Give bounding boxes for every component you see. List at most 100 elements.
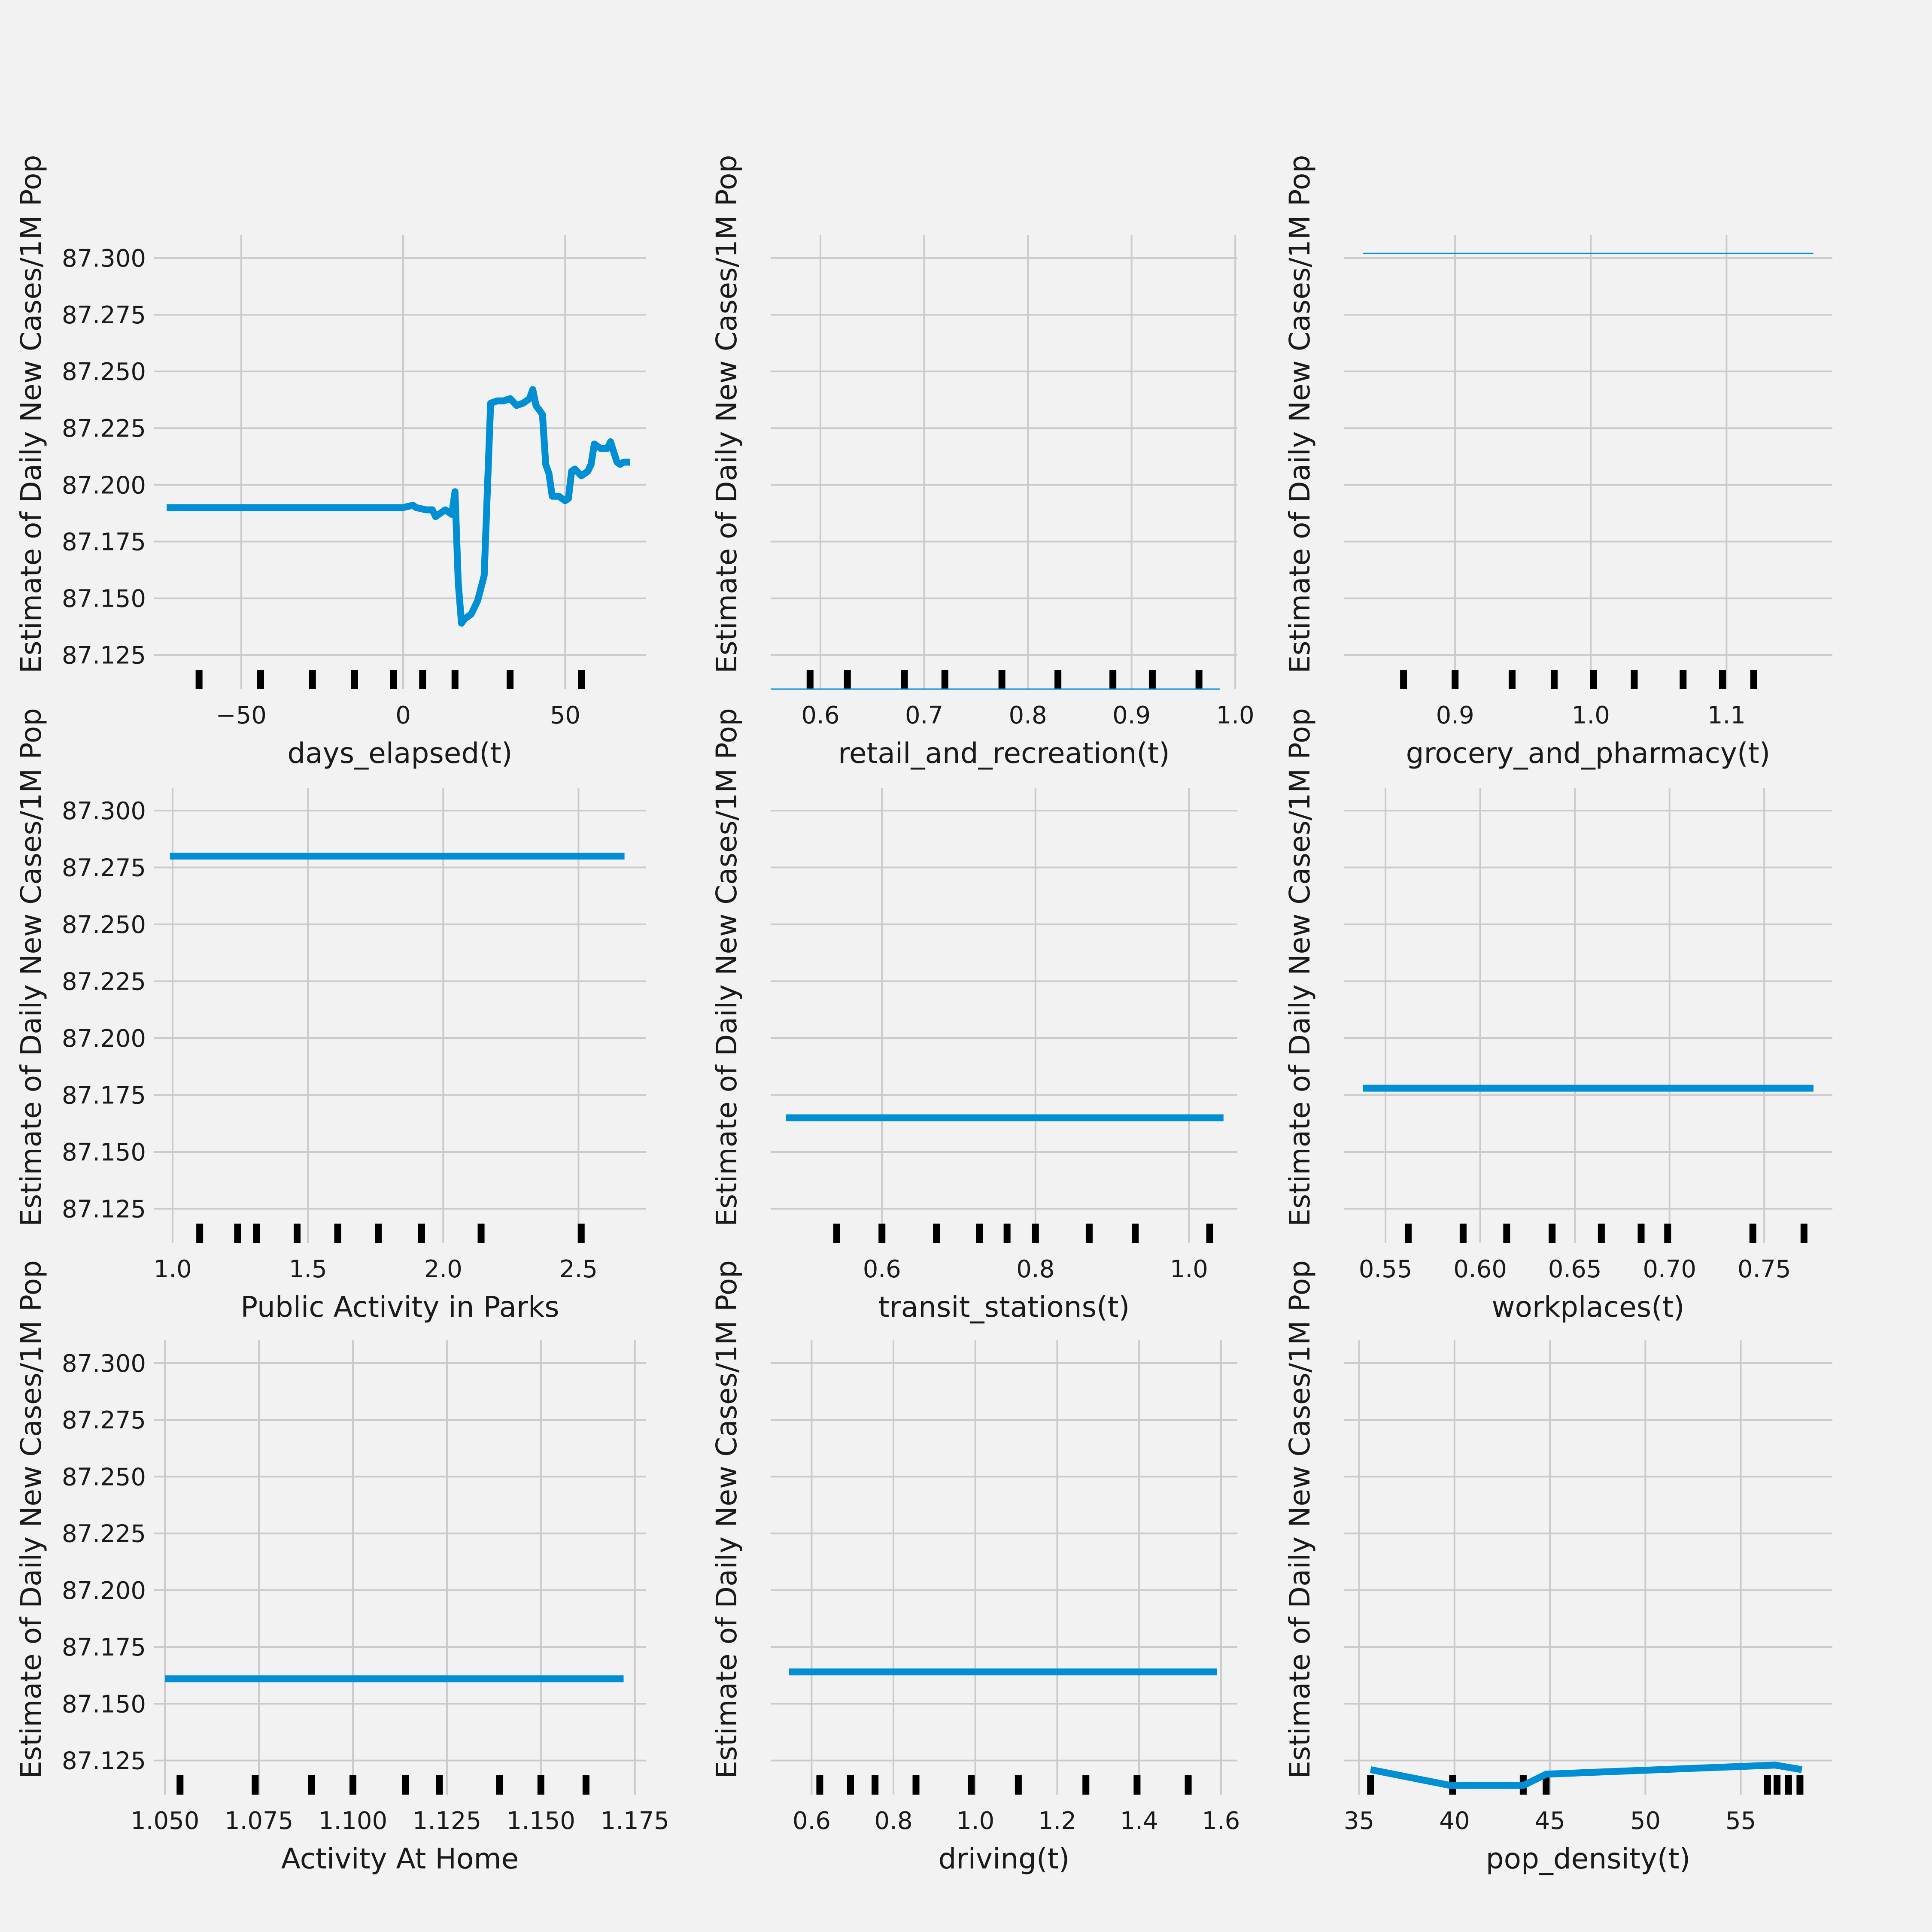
subplot-2: 0.6 0.7 0.8 0.9 1.0 retail_and_recreation(t) E… — [710, 155, 1255, 770]
rug-mark — [933, 1224, 940, 1243]
x-tick-label: 0 — [395, 702, 411, 729]
rug-mark — [816, 1775, 823, 1795]
rug-mark — [844, 670, 851, 689]
x-tick-label: 0.6 — [863, 1255, 901, 1283]
x-tick-label: 45 — [1534, 1807, 1565, 1835]
rug-mark — [419, 670, 426, 689]
x-tick-label: 0.6 — [801, 702, 839, 729]
dependence-line — [1370, 1762, 1803, 1789]
rug-mark — [1400, 670, 1407, 689]
x-tick-label: 1.6 — [1202, 1807, 1240, 1835]
y-tick-label: 87.125 — [62, 1747, 146, 1775]
y-tick-label: 87.200 — [62, 471, 146, 499]
y-tick-label: 87.275 — [62, 854, 146, 882]
rug-mark — [1003, 1224, 1011, 1243]
y-axis-label: Estimate of Daily New Cases/1M Pop — [15, 708, 48, 1227]
x-tick-label: 1.0 — [1216, 702, 1255, 729]
x-tick-label: 1.4 — [1120, 1807, 1158, 1835]
y-tick-label: 87.275 — [62, 301, 146, 329]
rug-mark — [402, 1775, 409, 1795]
rug-mark — [1185, 1775, 1192, 1795]
x-tick-label: 50 — [1630, 1807, 1661, 1835]
x-axis-label: Activity At Home — [281, 1842, 519, 1875]
x-tick-label: 0.9 — [1436, 702, 1474, 729]
x-axis-label: grocery_and_pharmacy(t) — [1406, 737, 1771, 770]
x-tick-label: 50 — [550, 702, 580, 729]
rug-mark — [847, 1775, 854, 1795]
rug-mark — [390, 670, 397, 689]
rug-mark — [1785, 1775, 1792, 1795]
rug-mark — [1082, 1775, 1090, 1795]
rug-mark — [1764, 1775, 1771, 1795]
rug-mark — [1133, 1775, 1141, 1795]
x-tick-label: 40 — [1439, 1807, 1470, 1835]
x-tick-label: 2.5 — [559, 1255, 598, 1283]
x-tick-label: 1.5 — [289, 1255, 327, 1283]
y-tick-label: 87.150 — [62, 1139, 146, 1166]
rug-mark — [1590, 670, 1597, 689]
rug-mark — [253, 1224, 260, 1243]
rug-mark — [1404, 1224, 1412, 1243]
rug-mark — [1550, 670, 1558, 689]
x-tick-label: 0.8 — [1016, 1255, 1054, 1283]
y-tick-label: 87.225 — [62, 968, 146, 996]
rug-mark — [308, 1775, 315, 1795]
rug-mark — [1367, 1775, 1374, 1795]
rug-mark — [1719, 670, 1726, 689]
x-tick-label: 1.050 — [131, 1807, 199, 1835]
rug-mark — [195, 670, 203, 689]
rug-mark — [1459, 1224, 1467, 1243]
x-tick-label: 0.6 — [793, 1807, 831, 1835]
y-tick-label: 87.300 — [62, 1350, 146, 1378]
x-tick-label: 1.0 — [956, 1807, 994, 1835]
x-tick-label: 1.075 — [225, 1807, 293, 1835]
x-tick-label: 0.55 — [1359, 1255, 1413, 1283]
rug-mark — [872, 1775, 879, 1795]
rug-mark — [176, 1775, 184, 1795]
x-tick-label: 1.2 — [1038, 1807, 1076, 1835]
rug-mark — [806, 670, 814, 689]
y-axis-label: Estimate of Daily New Cases/1M Pop — [710, 155, 743, 674]
x-tick-label: 0.65 — [1548, 1255, 1602, 1283]
x-tick-label: 1.0 — [1170, 1255, 1208, 1283]
rug-mark — [1749, 1224, 1756, 1243]
x-tick-label: 0.9 — [1112, 702, 1151, 729]
rug-mark — [1015, 1775, 1022, 1795]
y-tick-label: 87.150 — [62, 585, 146, 613]
y-tick-label: 87.250 — [62, 1463, 146, 1491]
rug-mark — [1680, 670, 1687, 689]
x-axis-label: Public Activity in Parks — [240, 1291, 559, 1324]
y-axis-label: Estimate of Daily New Cases/1M Pop — [710, 708, 743, 1227]
rug-mark — [577, 1224, 585, 1243]
y-axis-label: Estimate of Daily New Cases/1M Pop — [1283, 155, 1316, 674]
rug-mark — [1774, 1775, 1781, 1795]
x-tick-label: 0.60 — [1453, 1255, 1507, 1283]
rug-mark — [833, 1224, 840, 1243]
x-axis-label: pop_density(t) — [1486, 1842, 1691, 1875]
y-tick-label: 87.125 — [62, 642, 146, 670]
subplot-grid: 87.125 87.150 87.175 87.200 87.225 87.250 87.2… — [15, 155, 1832, 1875]
y-tick-label: 87.175 — [62, 1634, 146, 1662]
x-tick-label: 0.70 — [1643, 1255, 1696, 1283]
rug-mark — [1664, 1224, 1671, 1243]
y-tick-label: 87.200 — [62, 1025, 146, 1053]
x-tick-label: 0.8 — [1009, 702, 1047, 729]
x-tick-label: 1.175 — [601, 1807, 669, 1835]
subplot-4: 87.125 87.150 87.175 87.200 87.225 87.250 87.2… — [15, 708, 646, 1324]
rug-mark — [1543, 1775, 1550, 1795]
subplot-8: 0.6 0.8 1.0 1.2 1.4 1.6 driving(t) Estimate of … — [710, 1260, 1240, 1875]
rug-mark — [912, 1775, 920, 1795]
rug-mark — [436, 1775, 443, 1795]
x-tick-label: 2.0 — [424, 1255, 462, 1283]
rug-mark — [998, 670, 1005, 689]
y-tick-label: 87.275 — [62, 1406, 146, 1434]
x-tick-label: 1.0 — [154, 1255, 192, 1283]
y-axis-label: Estimate of Daily New Cases/1M Pop — [1283, 708, 1316, 1227]
rug-mark — [196, 1224, 204, 1243]
x-axis-label: driving(t) — [939, 1842, 1070, 1875]
rug-mark — [351, 670, 358, 689]
y-tick-label: 87.125 — [62, 1196, 146, 1224]
subplot-3: 0.9 1.0 1.1 grocery_and_pharmacy(t) Estimate… — [1283, 155, 1832, 770]
x-tick-label: 1.150 — [507, 1807, 575, 1835]
y-tick-label: 87.175 — [62, 528, 146, 556]
